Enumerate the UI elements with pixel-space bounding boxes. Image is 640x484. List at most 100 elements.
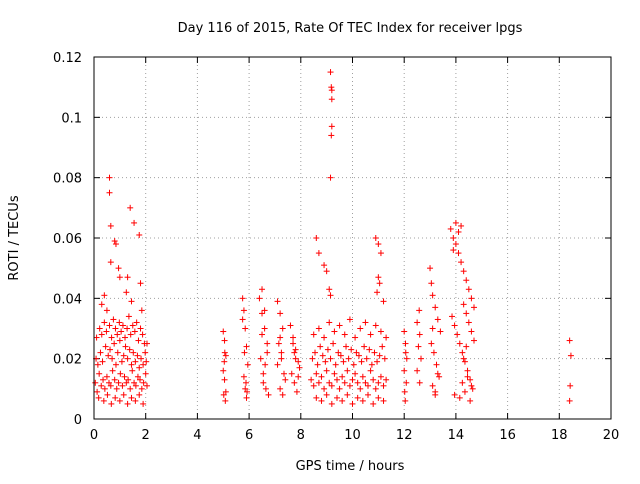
data-point xyxy=(259,310,266,317)
data-point xyxy=(430,349,437,356)
data-point xyxy=(308,376,315,383)
data-point xyxy=(315,250,322,257)
data-point xyxy=(111,238,118,245)
data-point xyxy=(350,361,357,368)
data-point xyxy=(277,310,284,317)
data-point xyxy=(100,397,107,404)
data-point xyxy=(432,391,439,398)
data-point xyxy=(129,322,136,329)
data-point xyxy=(127,204,134,211)
data-point xyxy=(436,373,443,380)
x-axis-label: GPS time / hours xyxy=(296,459,405,474)
data-point xyxy=(447,225,454,232)
x-tick-label: 0 xyxy=(90,428,98,443)
data-point xyxy=(221,349,228,356)
data-point xyxy=(321,262,328,269)
data-point xyxy=(470,304,477,311)
data-point xyxy=(113,385,120,392)
data-point xyxy=(96,370,103,377)
data-point xyxy=(402,349,409,356)
data-point xyxy=(116,319,123,326)
data-point xyxy=(455,228,462,235)
data-point xyxy=(134,352,141,359)
data-point xyxy=(461,388,468,395)
data-point xyxy=(261,307,268,314)
data-point xyxy=(136,231,143,238)
data-point xyxy=(136,364,143,371)
data-point xyxy=(242,379,249,386)
data-point xyxy=(352,370,359,377)
data-point xyxy=(120,352,127,359)
data-point xyxy=(264,340,271,347)
data-point xyxy=(321,385,328,392)
data-point xyxy=(345,355,352,362)
data-point xyxy=(367,367,374,374)
data-point xyxy=(104,391,111,398)
data-point xyxy=(327,355,334,362)
data-point xyxy=(337,352,344,359)
data-point xyxy=(372,235,379,241)
data-point xyxy=(450,235,457,241)
plot-frame xyxy=(93,56,612,420)
data-point xyxy=(127,385,134,392)
data-point xyxy=(463,310,470,317)
y-tick-label: 0.06 xyxy=(53,232,82,247)
data-point xyxy=(92,379,99,386)
data-point xyxy=(220,328,227,335)
data-point xyxy=(259,286,266,293)
data-point xyxy=(346,382,353,389)
data-point xyxy=(375,274,382,281)
data-point xyxy=(98,301,105,308)
data-point xyxy=(106,174,113,181)
data-point xyxy=(221,376,228,383)
data-point xyxy=(108,334,115,341)
data-point xyxy=(115,265,122,272)
data-point xyxy=(456,394,463,401)
x-tick-label: 6 xyxy=(245,428,253,443)
data-point xyxy=(383,376,390,383)
data-point xyxy=(274,361,281,368)
data-point xyxy=(434,316,441,323)
data-point xyxy=(290,340,297,347)
data-point xyxy=(282,376,289,383)
data-point xyxy=(377,328,384,335)
data-point xyxy=(124,355,131,362)
data-point xyxy=(319,352,326,359)
data-point xyxy=(142,370,149,377)
data-point xyxy=(376,352,383,359)
data-point xyxy=(327,292,334,299)
data-point xyxy=(333,394,340,401)
data-point xyxy=(326,319,333,326)
data-point xyxy=(339,397,346,404)
data-point xyxy=(143,382,150,389)
y-tick-label: 0.04 xyxy=(53,292,82,307)
y-tick-label: 0.02 xyxy=(53,353,82,368)
data-point xyxy=(138,385,145,392)
data-point xyxy=(112,241,119,248)
data-point xyxy=(375,241,382,248)
data-point xyxy=(349,400,356,407)
data-point xyxy=(99,358,106,365)
data-point xyxy=(260,370,267,377)
data-point xyxy=(322,358,329,365)
data-point xyxy=(359,373,366,380)
data-point xyxy=(402,397,409,404)
data-point xyxy=(256,295,263,302)
data-point xyxy=(401,388,408,395)
data-point xyxy=(323,367,330,374)
data-point xyxy=(114,349,121,356)
data-point xyxy=(449,313,456,320)
data-point xyxy=(460,301,467,308)
data-point xyxy=(124,325,131,332)
data-point xyxy=(313,235,320,241)
data-point xyxy=(469,385,476,392)
data-point xyxy=(295,373,302,380)
data-point xyxy=(107,259,114,266)
data-point xyxy=(376,280,383,287)
data-point xyxy=(135,337,142,344)
data-point xyxy=(433,361,440,368)
data-point xyxy=(370,376,377,383)
data-point xyxy=(96,325,103,332)
data-point xyxy=(290,334,297,341)
